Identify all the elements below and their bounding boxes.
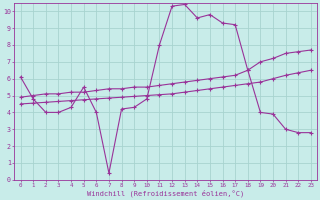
X-axis label: Windchill (Refroidissement éolien,°C): Windchill (Refroidissement éolien,°C)	[87, 190, 244, 197]
